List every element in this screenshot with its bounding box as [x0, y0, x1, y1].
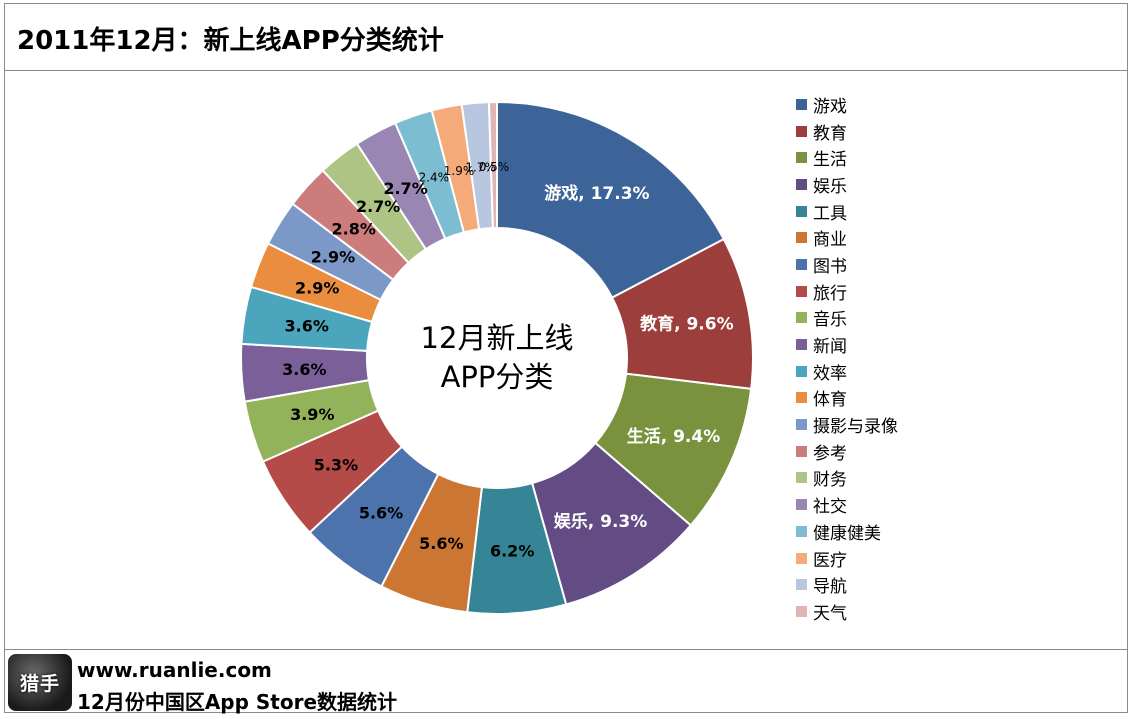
- slice-1: [496, 100, 726, 300]
- legend-item: 游戏: [796, 91, 898, 118]
- data-label-15: 2.7%: [356, 197, 400, 216]
- legend-swatch: [796, 365, 807, 377]
- legend-swatch: [796, 552, 807, 564]
- legend-item: 音乐: [796, 305, 898, 332]
- legend-swatch: [796, 392, 807, 404]
- center-label-line-1: 12月新上线: [421, 321, 574, 355]
- legend-swatch: [796, 152, 807, 164]
- legend-label: 音乐: [813, 310, 847, 331]
- legend-swatch: [796, 258, 807, 270]
- chart-area: 游戏, 17.3% 教育, 9.6% 生活, 9.4% 娱乐, 9.3% 6.2% 5.6…: [5, 71, 1127, 651]
- legend-item: 教育: [796, 118, 898, 145]
- legend-label: 健康健美: [813, 523, 881, 544]
- legend-label: 生活: [813, 150, 847, 171]
- data-label-10: 3.6%: [282, 360, 326, 379]
- legend-swatch: [796, 178, 807, 190]
- data-label-18: 1.9%: [444, 164, 475, 178]
- legend-item: 天气: [796, 598, 898, 625]
- legend-swatch: [796, 579, 807, 591]
- data-label-20: 0.5%: [479, 160, 510, 174]
- legend-swatch: [796, 125, 807, 137]
- legend-item: 健康健美: [796, 518, 898, 545]
- legend: 游戏教育生活娱乐工具商业图书旅行音乐新闻效率体育摄影与录像参考财务社交健康健美医…: [796, 91, 898, 625]
- data-label-19: 1.7%: [465, 161, 496, 175]
- footer-url: www.ruanlie.com: [77, 658, 272, 682]
- data-label-9: 3.9%: [290, 405, 334, 424]
- legend-label: 效率: [813, 363, 847, 384]
- site-logo: 猎手: [8, 654, 72, 711]
- legend-item: 旅行: [796, 278, 898, 305]
- legend-item: 新闻: [796, 331, 898, 358]
- data-label-2: 教育, 9.6%: [639, 313, 734, 334]
- footer-bar: 猎手 www.ruanlie.com 12月份中国区App Store数据统计: [5, 649, 1127, 714]
- legend-item: 效率: [796, 358, 898, 385]
- legend-label: 社交: [813, 497, 847, 518]
- data-label-3: 生活, 9.4%: [627, 426, 721, 447]
- legend-label: 娱乐: [813, 176, 847, 197]
- legend-label: 天气: [813, 603, 847, 624]
- data-label-17: 2.4%: [419, 171, 450, 185]
- data-label-8: 5.3%: [314, 455, 358, 474]
- legend-item: 财务: [796, 465, 898, 492]
- legend-item: 生活: [796, 144, 898, 171]
- legend-item: 娱乐: [796, 171, 898, 198]
- legend-label: 财务: [813, 470, 847, 491]
- legend-label: 游戏: [813, 96, 847, 117]
- data-label-1: 游戏, 17.3%: [544, 183, 649, 204]
- legend-swatch: [796, 339, 807, 351]
- legend-swatch: [796, 605, 807, 617]
- legend-label: 摄影与录像: [813, 417, 898, 438]
- legend-swatch: [796, 285, 807, 297]
- legend-item: 参考: [796, 438, 898, 465]
- legend-swatch: [796, 499, 807, 511]
- data-label-7: 5.6%: [359, 503, 403, 522]
- legend-item: 体育: [796, 385, 898, 412]
- legend-item: 导航: [796, 571, 898, 598]
- legend-swatch: [796, 419, 807, 431]
- legend-swatch: [796, 312, 807, 324]
- data-label-13: 2.9%: [311, 247, 355, 266]
- legend-label: 教育: [813, 123, 847, 144]
- slice-20: [487, 100, 498, 230]
- legend-label: 新闻: [813, 337, 847, 358]
- legend-swatch: [796, 472, 807, 484]
- legend-item: 工具: [796, 198, 898, 225]
- legend-label: 商业: [813, 230, 847, 251]
- legend-label: 导航: [813, 577, 847, 598]
- legend-item: 医疗: [796, 545, 898, 572]
- legend-item: 摄影与录像: [796, 411, 898, 438]
- chart-frame: 2011年12月：新上线APP分类统计 游戏, 17.3% 教育, 9.6% 生活,…: [4, 3, 1128, 714]
- logo-text: 猎手: [19, 673, 60, 695]
- legend-label: 工具: [813, 203, 847, 224]
- legend-swatch: [796, 98, 807, 110]
- legend-label: 旅行: [813, 283, 847, 304]
- legend-swatch: [796, 205, 807, 217]
- donut-chart: 游戏, 17.3% 教育, 9.6% 生活, 9.4% 娱乐, 9.3% 6.2% 5.6…: [240, 100, 754, 615]
- data-label-11: 3.6%: [285, 317, 329, 336]
- legend-label: 参考: [813, 443, 847, 464]
- data-label-6: 5.6%: [419, 534, 463, 553]
- legend-label: 体育: [813, 390, 847, 411]
- legend-swatch: [796, 525, 807, 537]
- data-label-4: 娱乐, 9.3%: [554, 511, 648, 532]
- page-title: 2011年12月：新上线APP分类统计: [17, 26, 444, 56]
- data-label-12: 2.9%: [295, 279, 339, 298]
- legend-item: 社交: [796, 491, 898, 518]
- legend-label: 医疗: [813, 550, 847, 571]
- legend-item: 商业: [796, 224, 898, 251]
- center-label-line-2: APP分类: [441, 360, 554, 394]
- legend-swatch: [796, 445, 807, 457]
- footer-subtitle: 12月份中国区App Store数据统计: [77, 690, 398, 714]
- data-label-5: 6.2%: [490, 541, 534, 560]
- data-label-16: 2.7%: [383, 179, 427, 198]
- header-bar: 2011年12月：新上线APP分类统计: [5, 4, 1127, 71]
- legend-swatch: [796, 232, 807, 244]
- data-label-14: 2.8%: [332, 220, 376, 239]
- legend-label: 图书: [813, 256, 847, 277]
- legend-item: 图书: [796, 251, 898, 278]
